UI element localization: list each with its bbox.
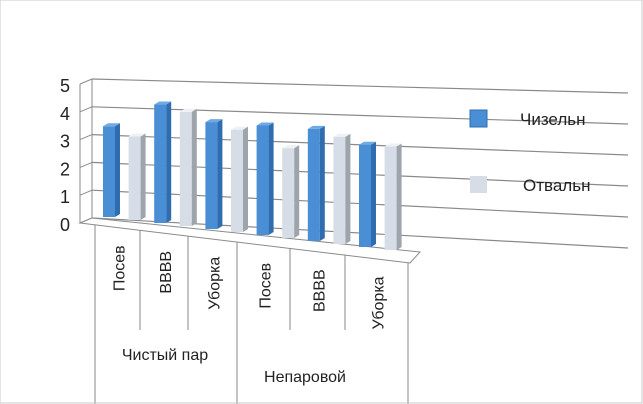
category-label: Уборка: [371, 276, 388, 329]
bar-side: [140, 133, 146, 220]
bar-front: [359, 144, 371, 247]
bar-front: [307, 128, 320, 241]
gridline-side: [79, 134, 93, 141]
legend-label: Отвальн: [523, 176, 590, 195]
y-tick-label: 0: [60, 215, 70, 235]
bars: [103, 101, 402, 250]
bar-top: [103, 123, 120, 127]
category-label: Посев: [112, 245, 129, 291]
bar-front: [231, 129, 243, 232]
bar-top: [179, 108, 197, 112]
floor: [78, 217, 422, 264]
bar-front: [179, 111, 192, 226]
y-tick-label: 4: [60, 104, 70, 124]
legend-swatch: [470, 176, 487, 193]
bar-front: [256, 125, 269, 235]
group-label: Чистый пар: [122, 347, 208, 364]
bar-front: [333, 136, 346, 244]
bar-top: [282, 145, 300, 149]
category-label: Уборка: [207, 257, 224, 310]
category-label: ВВВВ: [312, 269, 329, 312]
bar-side: [371, 141, 376, 247]
bar-top: [154, 101, 172, 105]
bar-top: [333, 133, 351, 137]
bar-front: [282, 148, 295, 238]
bar-top: [307, 125, 325, 129]
bar-side: [345, 133, 351, 244]
bar-side: [243, 126, 248, 232]
gridline-side: [79, 161, 93, 168]
gridline-side: [79, 189, 93, 196]
bar-side: [166, 101, 172, 223]
category-label: Посев: [258, 263, 275, 309]
category-axis: Посев ВВВВ Уборка Посев ВВВВ Уборка Чистый пар…: [94, 224, 409, 404]
bar-front: [103, 126, 115, 217]
y-tick-label: 3: [60, 132, 70, 152]
legend-label: Чизельн: [520, 110, 586, 129]
bar-side: [268, 122, 274, 235]
gridline-side: [79, 78, 93, 85]
y-tick-label: 2: [60, 159, 70, 179]
bar-front: [205, 122, 218, 229]
gridline: [91, 78, 629, 94]
bar-top: [128, 133, 146, 137]
bar-side: [396, 143, 402, 250]
bar-front: [154, 104, 167, 223]
bar-top: [231, 126, 248, 130]
group-label: Непаровой: [264, 369, 346, 386]
bar-top: [384, 143, 402, 147]
bar-top: [205, 119, 223, 123]
bar-top: [359, 141, 376, 145]
bar-front: [128, 136, 141, 220]
legend-swatch: [469, 109, 488, 128]
gridline: [91, 106, 629, 125]
y-tick-label: 1: [60, 187, 70, 207]
bar-side: [191, 108, 197, 226]
bar-front: [384, 146, 397, 250]
y-axis-ticks: 0 1 2 3 4 5: [60, 76, 70, 235]
gridline-side: [79, 106, 93, 113]
bar-side: [294, 145, 300, 238]
bar-side: [115, 123, 120, 217]
bar-top: [256, 122, 274, 126]
y-tick-label: 5: [60, 76, 70, 96]
legend: Чизельн Отвальн: [469, 109, 590, 195]
bar-side: [217, 119, 223, 229]
category-label: ВВВВ: [158, 251, 175, 294]
bar-side: [319, 125, 325, 241]
